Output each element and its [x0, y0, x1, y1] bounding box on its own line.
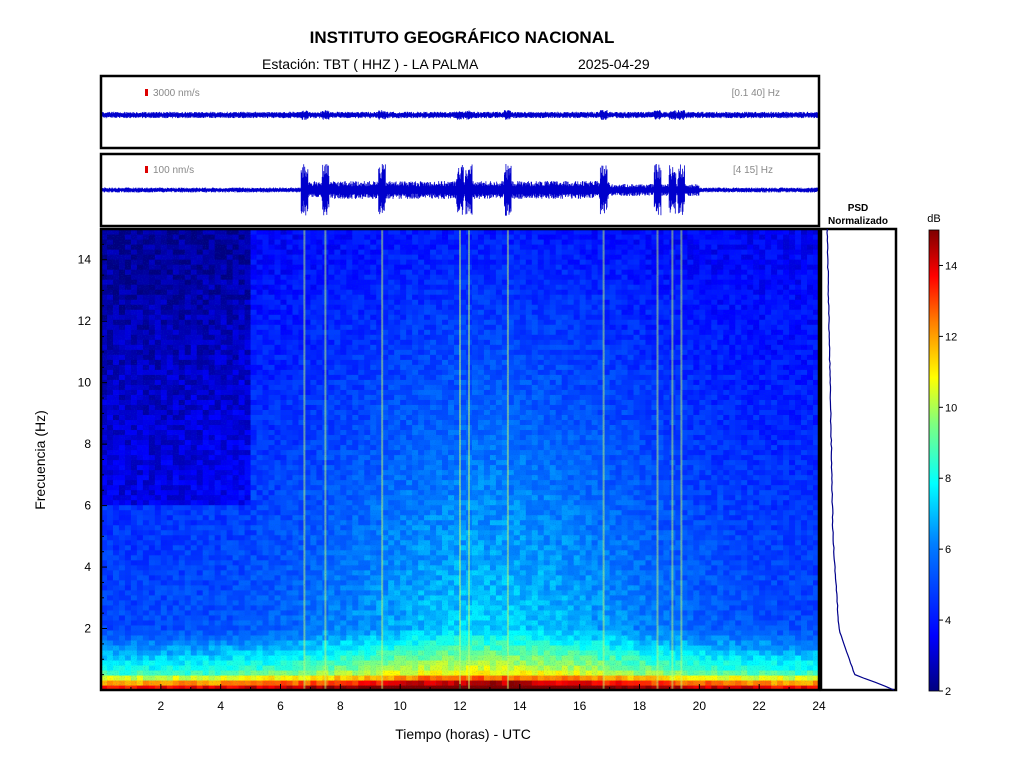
trace-panel-filtered: 100 nm/s [4 15] Hz	[99, 152, 821, 228]
psd-title: PSD	[848, 203, 869, 214]
x-tick-label: 22	[752, 699, 766, 713]
psd-subtitle: Normalizado	[828, 216, 888, 227]
x-tick-label: 16	[573, 699, 587, 713]
colorbar-tick-label: 6	[945, 544, 951, 556]
seismogram-trace	[101, 110, 819, 120]
trace-panel-broadband: 3000 nm/s [0.1 40] Hz	[99, 74, 821, 150]
x-tick-label: 6	[277, 699, 284, 713]
x-tick-label: 10	[393, 699, 407, 713]
colorbar-tick-label: 14	[945, 260, 957, 272]
y-tick-label: 2	[84, 622, 91, 636]
chart-title: INSTITUTO GEOGRÁFICO NACIONAL	[309, 28, 615, 47]
trace-scale-label: 3000 nm/s	[153, 88, 200, 99]
trace-scale-label: 100 nm/s	[153, 165, 194, 176]
x-tick-label: 20	[693, 699, 707, 713]
colorbar-tick-label: 2	[945, 686, 951, 698]
psd-panel: PSD Normalizado	[819, 203, 898, 692]
y-tick-label: 10	[78, 376, 92, 390]
colorbar-tick-label: 4	[945, 615, 951, 627]
colorbar-gradient	[928, 229, 940, 692]
scale-marker	[145, 166, 148, 173]
y-axis-title: Frecuencia (Hz)	[32, 410, 48, 510]
scale-marker	[145, 89, 148, 96]
x-tick-label: 2	[157, 699, 164, 713]
y-tick-label: 4	[84, 560, 91, 574]
seismogram-trace	[101, 164, 819, 216]
colorbar-tick-label: 10	[945, 402, 957, 414]
y-tick-label: 6	[84, 499, 91, 513]
x-tick-label: 4	[217, 699, 224, 713]
x-axis-title: Tiempo (horas) - UTC	[395, 726, 531, 742]
trace-band-label: [4 15] Hz	[733, 165, 773, 176]
colorbar: dB 2 4 6 8 10 12 14	[927, 213, 957, 698]
x-tick-label: 18	[633, 699, 647, 713]
colorbar-tick-label: 8	[945, 473, 951, 485]
x-tick-label: 12	[453, 699, 467, 713]
y-tick-label: 12	[78, 314, 92, 328]
trace-band-label: [0.1 40] Hz	[732, 88, 780, 99]
date-label: 2025-04-29	[578, 56, 650, 72]
station-label: Estación: TBT ( HHZ ) - LA PALMA	[262, 56, 479, 72]
colorbar-unit: dB	[927, 213, 940, 225]
x-tick-label: 8	[337, 699, 344, 713]
y-tick-label: 8	[84, 437, 91, 451]
x-tick-label: 24	[812, 699, 826, 713]
y-tick-label: 14	[78, 253, 92, 267]
x-tick-label: 14	[513, 699, 527, 713]
psd-curve	[826, 228, 895, 691]
colorbar-tick-label: 12	[945, 331, 957, 343]
